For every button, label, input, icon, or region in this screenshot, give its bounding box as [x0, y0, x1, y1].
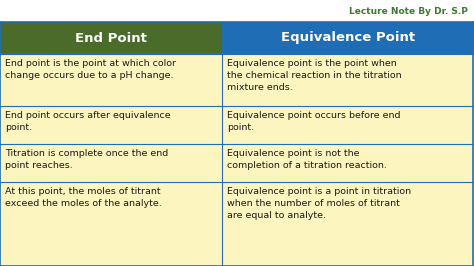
FancyBboxPatch shape — [0, 22, 222, 54]
Text: End point occurs after equivalence
point.: End point occurs after equivalence point… — [5, 111, 171, 132]
Text: At this point, the moles of titrant
exceed the moles of the analyte.: At this point, the moles of titrant exce… — [5, 187, 162, 208]
Text: Lecture Note By Dr. S.P: Lecture Note By Dr. S.P — [349, 6, 468, 15]
FancyBboxPatch shape — [0, 54, 474, 266]
Text: Equivalence point is the point when
the chemical reaction in the titration
mixtu: Equivalence point is the point when the … — [227, 59, 401, 92]
Text: End Point: End Point — [75, 31, 147, 44]
Text: Equivalence point is a point in titration
when the number of moles of titrant
ar: Equivalence point is a point in titratio… — [227, 187, 411, 220]
Text: Equivalence point is not the
completion of a titration reaction.: Equivalence point is not the completion … — [227, 149, 387, 170]
FancyBboxPatch shape — [0, 0, 474, 22]
Text: Titration is complete once the end
point reaches.: Titration is complete once the end point… — [5, 149, 168, 170]
Text: Equivalence Point: Equivalence Point — [281, 31, 415, 44]
FancyBboxPatch shape — [222, 22, 474, 54]
Text: End point is the point at which color
change occurs due to a pH change.: End point is the point at which color ch… — [5, 59, 176, 80]
Text: Equivalence point occurs before end
point.: Equivalence point occurs before end poin… — [227, 111, 401, 132]
